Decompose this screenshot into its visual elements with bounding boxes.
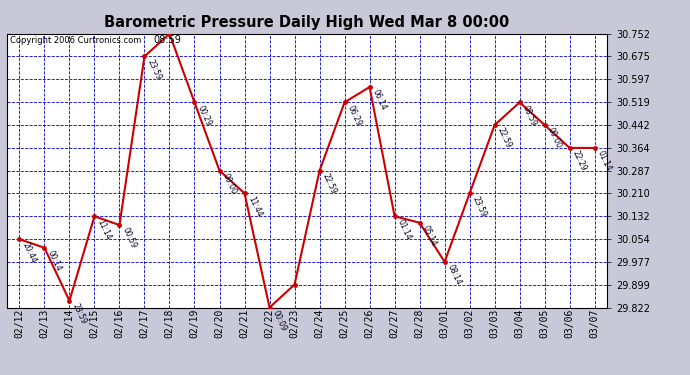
- Text: 22:59: 22:59: [321, 172, 338, 195]
- Text: 00:14: 00:14: [46, 249, 63, 273]
- Text: 00:59: 00:59: [121, 226, 138, 250]
- Text: 00:00: 00:00: [221, 172, 238, 196]
- Text: Copyright 2006 Curtronics.com: Copyright 2006 Curtronics.com: [10, 36, 141, 45]
- Title: Barometric Pressure Daily High Wed Mar 8 00:00: Barometric Pressure Daily High Wed Mar 8…: [104, 15, 510, 30]
- Text: 01:14: 01:14: [596, 149, 613, 173]
- Text: 05:14: 05:14: [421, 224, 438, 248]
- Text: 23:59: 23:59: [471, 195, 489, 218]
- Text: 06:14: 06:14: [371, 88, 388, 112]
- Text: 22:29: 22:29: [571, 149, 589, 173]
- Text: 00:00: 00:00: [546, 126, 564, 150]
- Text: 08:14: 08:14: [446, 263, 464, 287]
- Text: 08:59: 08:59: [153, 34, 181, 45]
- Text: 11:14: 11:14: [96, 217, 113, 241]
- Text: 00:29: 00:29: [196, 104, 213, 128]
- Text: 08:59: 08:59: [521, 104, 538, 128]
- Text: 01:14: 01:14: [396, 217, 413, 241]
- Text: 23:59: 23:59: [71, 302, 88, 326]
- Text: 22:59: 22:59: [496, 126, 513, 150]
- Text: 00:09: 00:09: [271, 309, 288, 333]
- Text: 06:29: 06:29: [346, 104, 364, 128]
- Text: 11:44: 11:44: [246, 195, 264, 218]
- Text: 23:59: 23:59: [146, 58, 164, 81]
- Text: 20:44: 20:44: [21, 241, 38, 264]
